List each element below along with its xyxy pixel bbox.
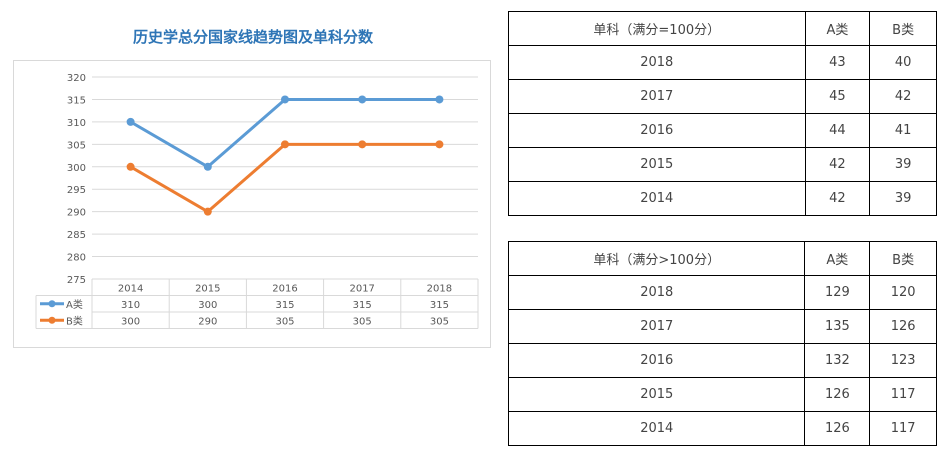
- table1-cell: 2015: [508, 147, 806, 182]
- table1-row: 2018 43 40: [508, 45, 937, 80]
- x-tick-label: 2014: [118, 283, 143, 294]
- data-point: [435, 95, 444, 104]
- table2-cell: 126: [804, 411, 871, 446]
- data-table-value: 290: [198, 316, 217, 327]
- single-subject-table-100: 单科（满分=100分） A类 B类 2018 43 40 2017 45 42 2016 44 41 2…: [508, 11, 937, 216]
- table2-cell: 129: [804, 275, 871, 310]
- legend-marker: [48, 300, 56, 308]
- y-tick-label: 275: [67, 275, 86, 286]
- data-point: [281, 95, 289, 104]
- table2-cell: 117: [869, 411, 937, 446]
- chart-title: 历史学总分国家线趋势图及单科分数: [132, 28, 373, 46]
- data-point: [281, 140, 289, 149]
- table2-cell: 2018: [507, 275, 806, 310]
- table2-row: 2014 126 117: [507, 411, 937, 446]
- table1-cell: 39: [869, 181, 937, 216]
- y-tick-label: 300: [67, 163, 86, 174]
- table2-header-cell: A类: [804, 241, 871, 276]
- data-table-value: 305: [353, 316, 372, 327]
- table2-cell: 135: [804, 309, 871, 344]
- y-tick-label: 310: [67, 118, 86, 129]
- legend-label: A类: [66, 298, 83, 311]
- table2-header-cell: B类: [869, 241, 937, 276]
- table2-cell: 132: [804, 343, 871, 378]
- y-tick-label: 305: [67, 140, 86, 151]
- series-line: [129, 97, 440, 169]
- table2-row: 2016 132 123: [507, 343, 937, 378]
- table1-cell: 40: [869, 45, 937, 80]
- table2-cell: 2017: [507, 309, 806, 344]
- table1-cell: 2016: [508, 113, 806, 148]
- table1-cell: 2017: [508, 79, 806, 114]
- table2-cell: 126: [804, 377, 871, 412]
- y-tick-label: 280: [67, 253, 86, 264]
- table1-cell: 43: [804, 45, 871, 80]
- table1-cell: 42: [869, 79, 937, 114]
- data-point: [203, 162, 212, 171]
- table2-row: 2018 129 120: [507, 275, 937, 310]
- y-tick-label: 320: [67, 73, 86, 84]
- table1-cell: 2018: [508, 45, 806, 80]
- y-tick-label: 285: [67, 230, 86, 241]
- table1-cell: 42: [804, 181, 871, 216]
- y-tick-label: 290: [67, 208, 86, 219]
- single-subject-table-over-100: 单科（满分>100分） A类 B类 2018 129 120 2017 135 126 2016 1…: [507, 241, 937, 446]
- chart-svg: 275 280 285 290 295 300 305 310 315 320 2014 2015 20…: [35, 73, 479, 329]
- data-point: [358, 140, 367, 149]
- table1-cell: 41: [869, 113, 937, 148]
- legend-label: B类: [66, 314, 83, 327]
- table2-row: 2017 135 126: [507, 309, 937, 344]
- data-table-value: 305: [275, 316, 294, 327]
- line-chart: 275 280 285 290 295 300 305 310 315 320 2014 2015 20…: [13, 60, 491, 348]
- x-tick-label: 2017: [349, 283, 374, 294]
- table1-cell: 2014: [508, 181, 806, 216]
- table1-cell: 42: [804, 147, 871, 182]
- table1-header-cell: A类: [804, 11, 871, 46]
- x-tick-label: 2018: [427, 283, 452, 294]
- table1-row: 2014 42 39: [508, 181, 937, 216]
- data-point: [203, 207, 212, 216]
- table1-header-cell: B类: [869, 11, 937, 46]
- data-table-value: 300: [121, 316, 140, 327]
- y-tick-label: 295: [67, 185, 86, 196]
- data-table-value: 310: [121, 300, 140, 311]
- table1-row: 2017 45 42: [508, 79, 937, 114]
- y-tick-label: 315: [67, 95, 86, 106]
- x-tick-label: 2015: [195, 283, 220, 294]
- data-table-value: 300: [198, 300, 217, 311]
- table2-cell: 2016: [507, 343, 806, 378]
- table1-cell: 39: [869, 147, 937, 182]
- table2-cell: 120: [869, 275, 937, 310]
- table1-row: 2016 44 41: [508, 113, 937, 148]
- data-table-value: 315: [275, 300, 294, 311]
- table2-cell: 123: [869, 343, 937, 378]
- table2-row: 2015 126 117: [507, 377, 937, 412]
- table1-row: 2015 42 39: [508, 147, 937, 182]
- data-table-value: 315: [353, 300, 372, 311]
- table1-header-cell: 单科（满分=100分）: [508, 11, 806, 46]
- data-point: [126, 117, 135, 126]
- table1-header-row: 单科（满分=100分） A类 B类: [508, 11, 937, 46]
- table2-cell: 117: [869, 377, 937, 412]
- table1-cell: 45: [804, 79, 871, 114]
- x-tick-label: 2016: [272, 283, 297, 294]
- data-point: [435, 140, 444, 149]
- series-line: [129, 142, 440, 214]
- table1-cell: 44: [804, 113, 871, 148]
- data-point: [126, 162, 135, 171]
- table2-header-row: 单科（满分>100分） A类 B类: [507, 241, 937, 276]
- data-table-value: 315: [430, 300, 449, 311]
- data-table-value: 305: [430, 316, 449, 327]
- table2-header-cell: 单科（满分>100分）: [507, 241, 806, 276]
- table2-cell: 2014: [507, 411, 806, 446]
- legend-marker: [48, 316, 56, 324]
- data-point: [358, 95, 367, 104]
- table2-cell: 126: [869, 309, 937, 344]
- table2-cell: 2015: [507, 377, 806, 412]
